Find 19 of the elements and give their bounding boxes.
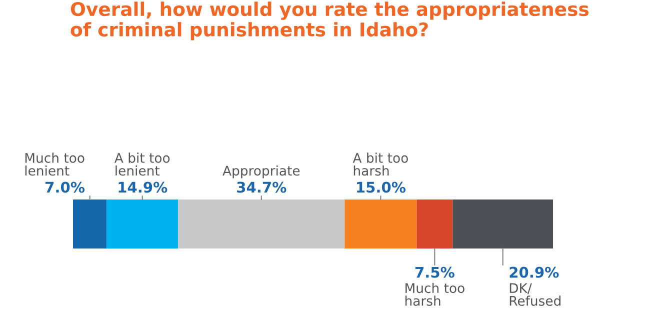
text: Much too harsh (405, 282, 464, 306)
series-label: Appropriate (222, 165, 300, 178)
series-label: A bit too lenient (114, 152, 170, 176)
data-label: 34.7% (237, 182, 286, 193)
chart-title: Overall, how would you rate the appropriateness of criminal punishments in Idaho? (70, 2, 588, 40)
series-label: Much too lenient (25, 152, 84, 176)
bar (452, 199, 553, 249)
bar (73, 199, 107, 249)
data-label: 14.9% (118, 182, 168, 193)
bar (416, 199, 453, 249)
bar (344, 199, 417, 249)
text: DK/ Refused (510, 283, 560, 306)
bar (106, 199, 178, 249)
series-label: A bit too harsh (352, 152, 408, 176)
bar (178, 199, 345, 249)
data-label: 7.5% (415, 266, 454, 278)
data-label: 15.0% (357, 182, 406, 193)
data-label: 20.9% (510, 266, 559, 278)
data-label: 7.0% (46, 182, 85, 193)
